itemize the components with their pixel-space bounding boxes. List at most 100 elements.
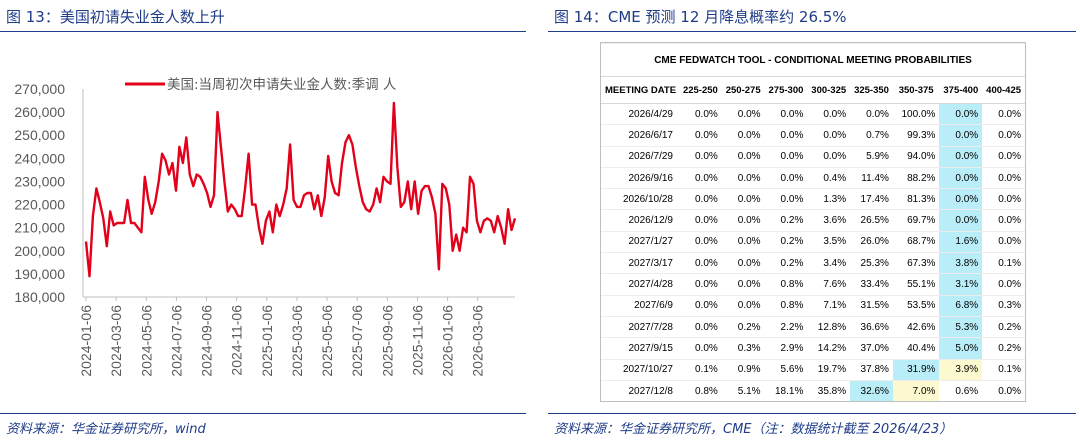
probability-cell: 0.2% xyxy=(982,337,1025,360)
meeting-date-cell: 2027/9/15 xyxy=(601,337,679,360)
probability-cell: 0.0% xyxy=(679,252,722,274)
legend-label: 美国:当周初次申请失业金人数:季调 人 xyxy=(167,76,397,93)
probability-cell: 0.1% xyxy=(982,358,1025,381)
probability-cell: 3.9% xyxy=(939,358,983,381)
meeting-date-cell: 2026/10/28 xyxy=(601,188,679,210)
x-tick-label: 2024-11-06 xyxy=(229,305,245,376)
y-tick-label: 260,000 xyxy=(14,104,65,120)
table-row: 2026/4/29 0.0% 0.0% 0.0% 0.0% 0.0% 100.0% 0.0% 0… xyxy=(601,102,1025,125)
probability-cell: 0.0% xyxy=(721,145,765,168)
probability-cell: 0.0% xyxy=(679,337,722,360)
probability-cell: 100.0% xyxy=(892,102,940,125)
probability-cell: 69.7% xyxy=(892,209,940,232)
header-range-225-250: 225-250 xyxy=(679,76,722,104)
probability-cell: 0.0% xyxy=(679,145,722,168)
probability-cell: 0.0% xyxy=(982,166,1025,189)
probability-cell: 5.0% xyxy=(939,337,983,360)
x-tick-label: 2025-03-06 xyxy=(289,305,305,377)
probability-cell: 0.9% xyxy=(721,358,765,381)
meeting-date-cell: 2027/4/28 xyxy=(601,273,679,296)
table-row: 2026/12/9 0.0% 0.0% 0.2% 3.6% 26.5% 69.7% 0.0% 0… xyxy=(601,209,1025,232)
table-row: 2026/6/17 0.0% 0.0% 0.0% 0.0% 0.7% 99.3% 0.0% 0.… xyxy=(601,124,1025,147)
x-tick-label: 2025-05-06 xyxy=(319,305,335,377)
probability-cell: 0.0% xyxy=(764,166,808,189)
meeting-date-cell: 2026/9/16 xyxy=(601,166,679,189)
probability-cell: 40.4% xyxy=(892,337,940,360)
probability-cell: 0.0% xyxy=(939,124,983,147)
probability-cell: 7.0% xyxy=(892,379,940,402)
probability-cell: 36.6% xyxy=(850,315,893,338)
probability-cell: 0.0% xyxy=(982,230,1025,253)
meeting-date-cell: 2027/12/8 xyxy=(601,379,679,402)
probability-cell: 37.8% xyxy=(850,358,893,381)
table-row: 2027/9/15 0.0% 0.3% 2.9% 14.2% 37.0% 40.4% 5.0%… xyxy=(601,337,1025,360)
left-source-note: 资料来源：华金证券研究所，wind xyxy=(6,422,206,437)
probability-cell: 53.5% xyxy=(892,294,940,317)
probability-cell: 0.0% xyxy=(679,209,722,232)
probability-cell: 0.0% xyxy=(939,102,983,125)
meeting-date-cell: 2026/4/29 xyxy=(601,102,679,125)
probability-cell: 0.0% xyxy=(982,188,1025,210)
series-line-initial-claims xyxy=(84,101,517,278)
probability-cell: 26.0% xyxy=(850,230,893,253)
probability-cell: 0.0% xyxy=(764,124,808,147)
y-tick-label: 210,000 xyxy=(14,220,65,236)
probability-cell: 11.4% xyxy=(850,166,893,189)
probability-cell: 0.0% xyxy=(721,294,765,317)
right-figure-title: 图 14：CME 预测 12 月降息概率约 26.5% xyxy=(554,8,847,26)
probability-cell: 3.8% xyxy=(939,252,983,274)
table-body: 2026/4/29 0.0% 0.0% 0.0% 0.0% 0.0% 100.0% 0.0% 0… xyxy=(601,102,1025,402)
probability-cell: 0.2% xyxy=(764,230,808,253)
probability-cell: 5.1% xyxy=(721,379,765,402)
probability-cell: 0.0% xyxy=(679,102,722,125)
probability-cell: 0.0% xyxy=(982,145,1025,168)
probability-cell: 0.4% xyxy=(807,166,851,189)
probability-cell: 35.8% xyxy=(807,379,851,402)
y-tick-label: 180,000 xyxy=(14,289,65,305)
meeting-date-cell: 2027/7/28 xyxy=(601,315,679,338)
probability-cell: 0.0% xyxy=(807,124,851,147)
right-title-rule xyxy=(548,31,1076,32)
x-tick-label: 2026-01-06 xyxy=(440,305,456,377)
probability-cell: 0.8% xyxy=(764,294,808,317)
probability-cell: 2.9% xyxy=(764,337,808,360)
probability-cell: 0.8% xyxy=(679,379,722,402)
y-tick-label: 200,000 xyxy=(14,243,65,259)
probability-cell: 31.5% xyxy=(850,294,893,317)
header-meeting-date: MEETING DATE xyxy=(601,76,679,104)
probability-cell: 81.3% xyxy=(892,188,940,210)
probability-cell: 0.0% xyxy=(679,166,722,189)
probability-cell: 31.9% xyxy=(892,358,940,381)
x-tick-label: 2024-01-06 xyxy=(78,305,94,377)
meeting-date-cell: 2026/12/9 xyxy=(601,209,679,232)
probability-cell: 0.0% xyxy=(807,145,851,168)
x-tick-label: 2024-07-06 xyxy=(168,305,184,377)
x-tick-label: 2024-05-06 xyxy=(138,305,154,377)
table-row: 2027/6/9 0.0% 0.0% 0.8% 7.1% 31.5% 53.5% 6.8% 0.… xyxy=(601,294,1025,317)
probability-cell: 0.7% xyxy=(850,124,893,147)
probability-cell: 0.0% xyxy=(982,273,1025,296)
x-tick-label: 2025-07-06 xyxy=(349,305,365,377)
probability-cell: 33.4% xyxy=(850,273,893,296)
probability-cell: 19.7% xyxy=(807,358,851,381)
probability-cell: 0.0% xyxy=(982,102,1025,125)
table-row: 2027/12/8 0.8% 5.1% 18.1% 35.8% 32.6% 7.0% 0.6%… xyxy=(601,379,1025,402)
probability-cell: 0.0% xyxy=(939,209,983,232)
header-range-375-400: 375-400 xyxy=(939,76,983,104)
probability-cell: 1.6% xyxy=(939,230,983,253)
x-tick-label: 2025-11-06 xyxy=(409,305,425,376)
probability-cell: 7.1% xyxy=(807,294,851,317)
probability-cell: 0.0% xyxy=(982,124,1025,147)
table-row: 2027/1/27 0.0% 0.0% 0.2% 3.5% 26.0% 68.7% 1.6% 0… xyxy=(601,230,1025,253)
probability-cell: 42.6% xyxy=(892,315,940,338)
probability-cell: 0.1% xyxy=(679,358,722,381)
probability-cell: 0.3% xyxy=(982,294,1025,317)
left-figure-panel: 图 13：美国初请失业金人数上升 270,000 260,000 250,000 24… xyxy=(0,0,530,444)
table-header-row: MEETING DATE 225-250 250-275 275-300 300-325… xyxy=(601,76,1025,104)
probability-cell: 0.0% xyxy=(721,209,765,232)
probability-cell: 3.5% xyxy=(807,230,851,253)
probability-cell: 0.0% xyxy=(721,230,765,253)
probability-cell: 0.2% xyxy=(764,209,808,232)
table-row: 2026/7/29 0.0% 0.0% 0.0% 0.0% 5.9% 94.0% 0.0% 0.… xyxy=(601,145,1025,168)
y-tick-label: 250,000 xyxy=(14,127,65,143)
